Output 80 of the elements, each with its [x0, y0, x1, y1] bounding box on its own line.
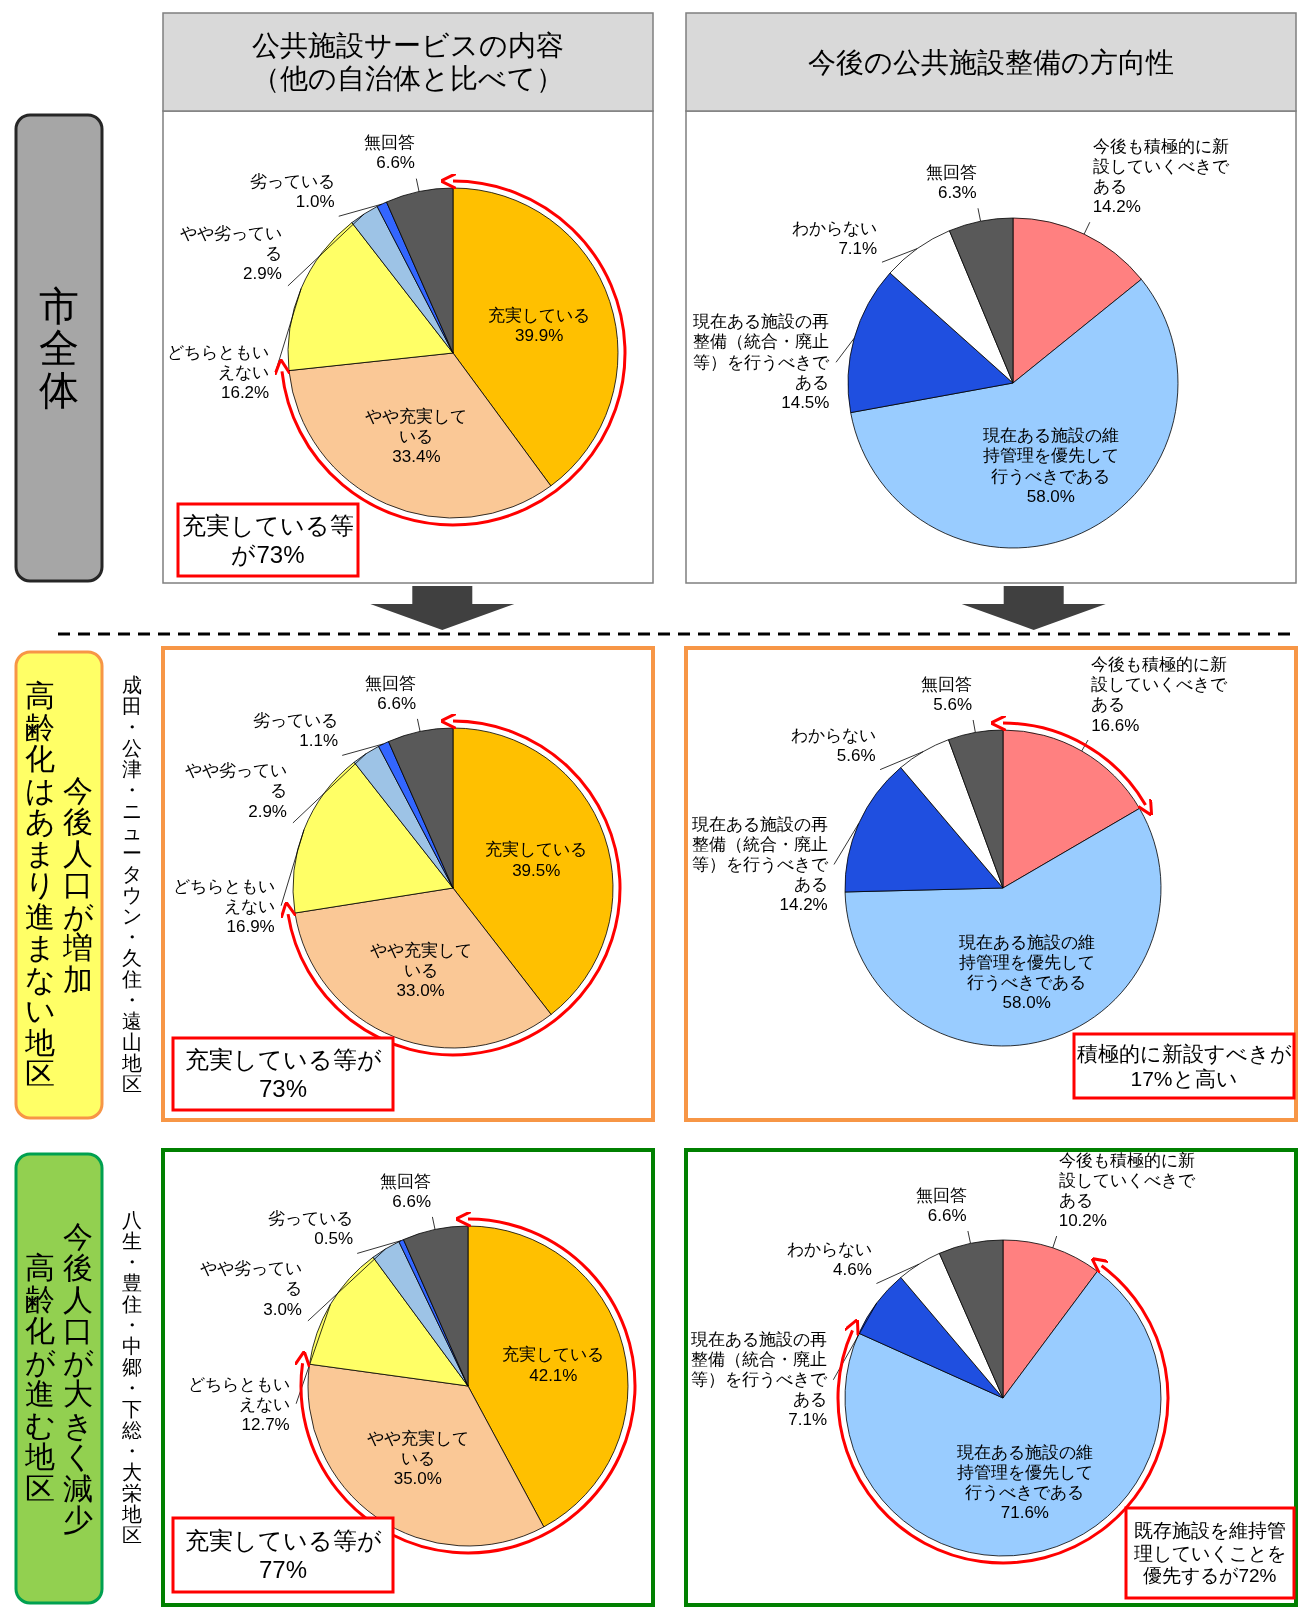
- text: 市全体: [39, 283, 79, 412]
- slice-label: 現在ある施設の再整備（統合・廃止等）を行うべきである: [691, 1330, 829, 1410]
- data-label: 71.6%: [1000, 1503, 1049, 1523]
- data-label: 14.2%: [1092, 197, 1141, 217]
- data-label: 39.5%: [512, 860, 561, 880]
- data-label: 6.6%: [377, 693, 417, 713]
- data-label: 1.0%: [295, 192, 335, 212]
- slice-label: 無回答: [925, 162, 977, 182]
- data-label: 16.9%: [226, 917, 275, 937]
- data-label: 7.1%: [788, 1410, 828, 1430]
- slice-label: 今後も積極的に新設していくべきである: [1058, 1150, 1196, 1210]
- text: 高齢化はあまり進まない地区: [24, 679, 56, 1091]
- data-label: 42.1%: [529, 1365, 578, 1385]
- data-label: 6.3%: [937, 182, 977, 202]
- data-label: 16.6%: [1091, 715, 1140, 735]
- text: 既存施設を維持管理していくことを優先するが72%: [1134, 1520, 1286, 1587]
- text: 充実している等が73%: [182, 512, 354, 568]
- text: 成田・公津・ニュータウン・久住・遠山地区: [122, 673, 142, 1095]
- data-label: 58.0%: [1002, 992, 1051, 1012]
- data-label: 6.6%: [927, 1205, 967, 1225]
- text: 八生・豊住・中郷・下総・大栄地区: [122, 1209, 142, 1547]
- slice-label: わからない: [790, 726, 876, 746]
- slice-label: どちらともいえない: [187, 1375, 290, 1415]
- slice-label: 現在ある施設の維持管理を優先して行うべきである: [958, 932, 1095, 992]
- slice-label: 無回答: [915, 1185, 967, 1205]
- slice-label: 劣っている: [268, 1209, 354, 1229]
- data-label: 1.1%: [299, 731, 339, 751]
- slice-label: やや充実している: [366, 1429, 469, 1469]
- text: 高齢化が進む地区: [24, 1251, 56, 1505]
- slice-label: 現在ある施設の維持管理を優先して行うべきである: [956, 1443, 1093, 1503]
- data-label: 3.0%: [263, 1299, 302, 1319]
- chart-title: 公共施設サービスの内容（他の自治体と比べて）: [252, 30, 564, 95]
- data-label: 6.6%: [392, 1191, 432, 1211]
- text: 今後人口が増加: [62, 773, 94, 996]
- data-label: 14.2%: [779, 894, 828, 914]
- data-label: 0.5%: [314, 1229, 354, 1249]
- slice-label: やや劣っている: [184, 761, 287, 801]
- slice-label: 充実している: [488, 305, 591, 325]
- data-label: 58.0%: [1026, 486, 1075, 506]
- slice-label: 現在ある施設の維持管理を優先して行うべきである: [982, 426, 1119, 486]
- slice-label: やや充実している: [365, 407, 468, 447]
- data-label: 4.6%: [833, 1260, 872, 1280]
- data-label: 12.7%: [241, 1415, 290, 1435]
- slice-label: わからない: [792, 218, 878, 238]
- slice-label: やや充実している: [369, 940, 472, 980]
- data-label: 14.5%: [781, 392, 830, 412]
- text: 充実している等が73%: [184, 1046, 382, 1102]
- slice-label: 劣っている: [249, 172, 335, 192]
- slice-label: 現在ある施設の再整備（統合・廃止等）を行うべきである: [691, 814, 829, 894]
- slice-label: 充実している: [485, 840, 588, 860]
- data-label: 2.9%: [243, 264, 282, 284]
- slice-label: やや劣っている: [179, 224, 282, 264]
- slice-label: 現在ある施設の再整備（統合・廃止等）を行うべきである: [693, 312, 831, 392]
- slice-label: どちらともいえない: [172, 877, 275, 917]
- slice-label: やや劣っている: [199, 1259, 302, 1299]
- data-label: 33.4%: [392, 447, 441, 467]
- chart-title: 今後の公共施設整備の方向性: [808, 46, 1174, 78]
- slice-label: 今後も積極的に新設していくべきである: [1092, 137, 1230, 197]
- slice-label: 充実している: [502, 1345, 605, 1365]
- slice-label: 無回答: [365, 673, 417, 693]
- data-label: 5.6%: [836, 746, 876, 766]
- text: 積極的に新設すべきが17%と高い: [1076, 1042, 1292, 1090]
- text: 今後人口が大きく減少: [62, 1219, 94, 1537]
- data-label: 10.2%: [1058, 1211, 1107, 1231]
- data-label: 33.0%: [396, 980, 445, 1000]
- data-label: 16.2%: [220, 383, 270, 403]
- slice-label: 無回答: [921, 674, 973, 694]
- slice-label: わからない: [786, 1240, 872, 1260]
- slice-label: 劣っている: [253, 711, 339, 731]
- slice-label: 今後も積極的に新設していくべきである: [1091, 655, 1229, 715]
- text: 充実している等が77%: [184, 1527, 382, 1583]
- data-label: 35.0%: [393, 1469, 442, 1489]
- slice-label: どちらともいえない: [167, 342, 270, 382]
- data-label: 5.6%: [933, 694, 973, 714]
- data-label: 39.9%: [515, 325, 564, 345]
- slice-label: 無回答: [363, 133, 415, 153]
- slice-label: 無回答: [380, 1171, 432, 1191]
- data-label: 7.1%: [838, 238, 878, 258]
- data-label: 6.6%: [376, 153, 415, 173]
- data-label: 2.9%: [248, 801, 287, 821]
